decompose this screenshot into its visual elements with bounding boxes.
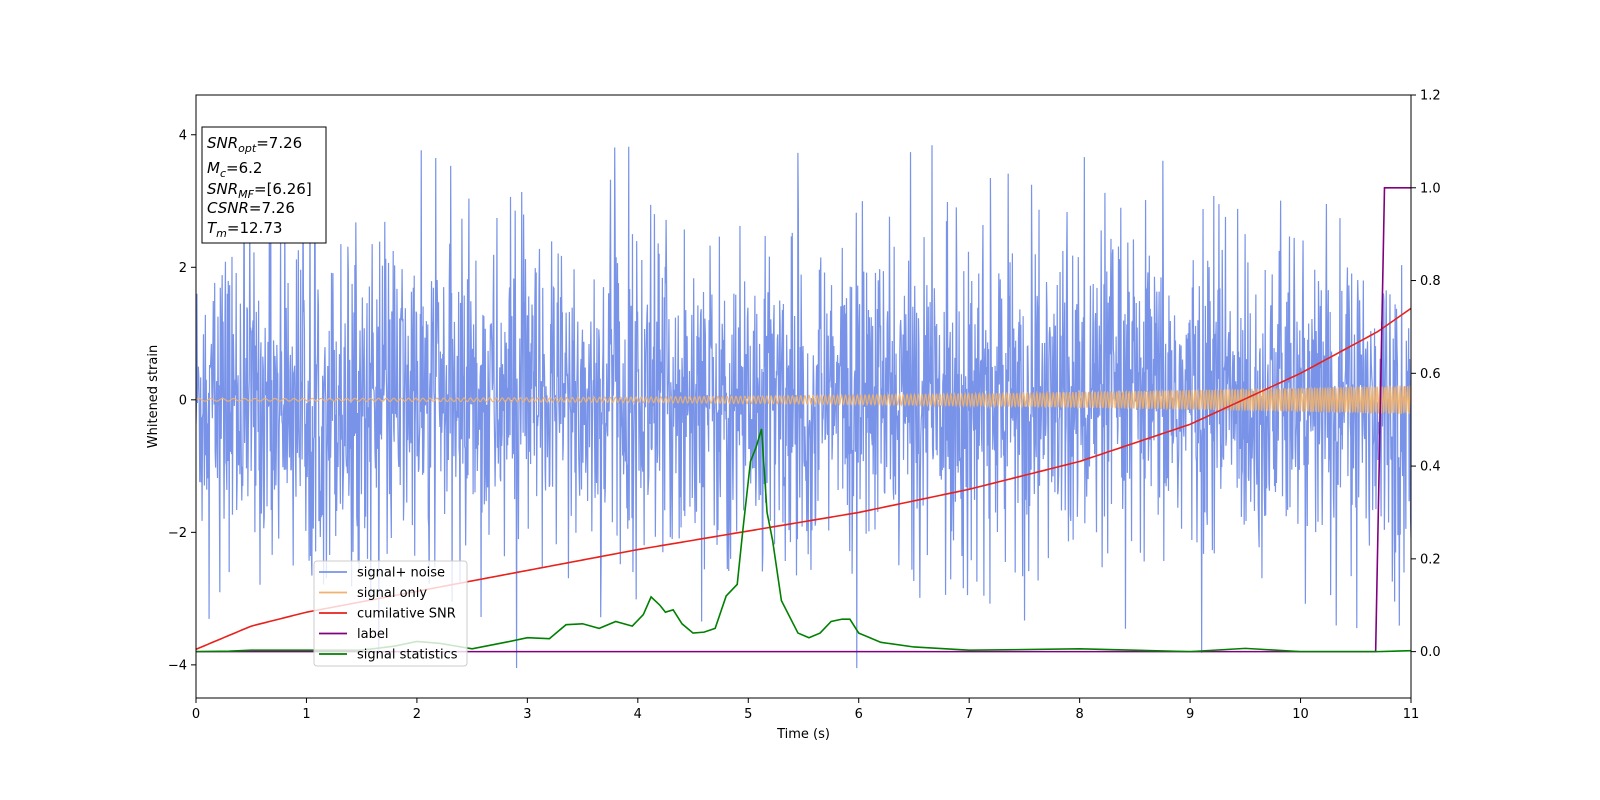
x-tick-label: 3 [523, 707, 531, 722]
legend: signal+ noise signal only cumilative SNR la… [313, 560, 468, 667]
y-axis-label: Whitened strain [146, 345, 161, 448]
x-axis-label: Time (s) [776, 727, 830, 742]
x-tick-label: 0 [192, 707, 200, 722]
x-tick-label: 6 [855, 707, 863, 722]
info-line: SNRMF=[6.26] [207, 180, 312, 201]
y-tick-label: 2 [179, 261, 187, 276]
y-tick-label: −4 [168, 658, 187, 673]
x-tick-label: 2 [413, 707, 421, 722]
info-line: Mc=6.2 [207, 159, 262, 180]
series-signal-noise [196, 145, 1411, 669]
y2-tick-label: 0.2 [1420, 552, 1441, 567]
x-tick-label: 1 [302, 707, 310, 722]
y-tick-label: −2 [168, 526, 187, 541]
legend-label: signal statistics [357, 648, 458, 663]
x-tick-label: 11 [1403, 707, 1420, 722]
legend-label: cumilative SNR [357, 607, 456, 622]
y-tick-label: 4 [179, 128, 187, 143]
info-line: CSNR=7.26 [207, 199, 295, 217]
y2-tick-label: 1.2 [1420, 89, 1441, 104]
x-tick-label: 4 [634, 707, 642, 722]
legend-label: signal only [357, 586, 427, 601]
axes: 0 1 2 3 4 5 6 7 8 9 10 11 −4 −2 0 2 4 0.0 0.2 0.4 0.6 0.8 1.0 1… [168, 89, 1441, 723]
y2-tick-label: 0.8 [1420, 274, 1441, 289]
x-tick-label: 8 [1075, 707, 1083, 722]
y2-tick-label: 0.6 [1420, 367, 1441, 382]
legend-label: label [357, 627, 388, 642]
info-box-frame [201, 126, 327, 244]
x-tick-label: 7 [965, 707, 973, 722]
y2-tick-label: 0.4 [1420, 460, 1441, 475]
axes-frame [195, 94, 1412, 699]
x-tick-label: 9 [1186, 707, 1194, 722]
x-tick-label: 10 [1292, 707, 1309, 722]
legend-label: signal+ noise [357, 566, 445, 581]
info-line: SNRopt=7.26 [207, 134, 302, 155]
info-line: Tm=12.73 [207, 219, 282, 240]
legend-frame [313, 560, 468, 667]
y2-tick-label: 1.0 [1420, 181, 1441, 196]
y2-tick-label: 0.0 [1420, 645, 1441, 660]
y-tick-label: 0 [179, 393, 187, 408]
series-signal-statistics [196, 428, 1411, 653]
series-label [196, 186, 1411, 653]
x-tick-label: 5 [744, 707, 752, 722]
series-signal-only [196, 385, 1411, 415]
